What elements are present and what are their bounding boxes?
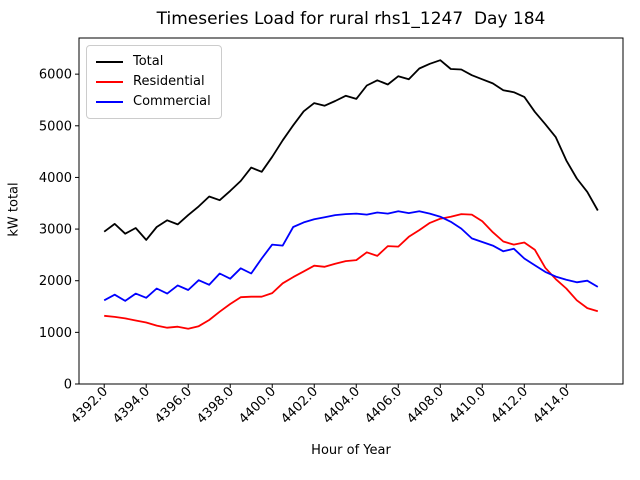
legend-swatch-total xyxy=(96,61,123,63)
y-axis-label: kW total xyxy=(6,182,22,237)
axes-spines xyxy=(78,37,624,385)
legend-label-total: Total xyxy=(133,54,164,69)
legend-label-commercial: Commercial xyxy=(133,94,211,109)
chart-title: Timeseries Load for rural rhs1_1247 Day … xyxy=(156,9,546,29)
x-tick-label: 4414.0 xyxy=(530,384,573,427)
y-tick-label: 0 xyxy=(64,378,72,393)
y-tick-label: 3000 xyxy=(39,223,72,238)
x-tick-label: 4406.0 xyxy=(362,384,405,427)
x-tick-label: 4396.0 xyxy=(152,384,195,427)
legend-label-residential: Residential xyxy=(133,74,205,89)
x-tick-label: 4400.0 xyxy=(236,384,279,427)
x-tick-label: 4394.0 xyxy=(110,384,153,427)
x-tick-label: 4410.0 xyxy=(446,384,489,427)
series-line-commercial xyxy=(103,210,599,302)
y-tick-label: 6000 xyxy=(39,68,72,83)
legend-item-residential: Residential xyxy=(96,72,213,92)
legend-item-commercial: Commercial xyxy=(96,92,213,112)
legend: Total Residential Commercial xyxy=(86,45,222,119)
y-tick-label: 1000 xyxy=(39,326,72,341)
series-line-total xyxy=(103,59,599,241)
x-tick-label: 4404.0 xyxy=(320,384,363,427)
x-tick-label: 4408.0 xyxy=(404,384,447,427)
y-tick-label: 5000 xyxy=(39,119,72,134)
x-tick-label: 4398.0 xyxy=(194,384,237,427)
series-line-residential xyxy=(104,213,599,330)
x-tick-label: 4412.0 xyxy=(488,384,531,427)
legend-item-total: Total xyxy=(96,52,213,72)
legend-swatch-commercial xyxy=(96,101,123,103)
x-tick-label: 4402.0 xyxy=(278,384,321,427)
y-tick-label: 4000 xyxy=(39,171,72,186)
x-tick-label: 4392.0 xyxy=(68,384,111,427)
legend-swatch-residential xyxy=(96,81,123,83)
y-tick-label: 2000 xyxy=(39,274,72,289)
x-axis-label: Hour of Year xyxy=(311,443,391,458)
